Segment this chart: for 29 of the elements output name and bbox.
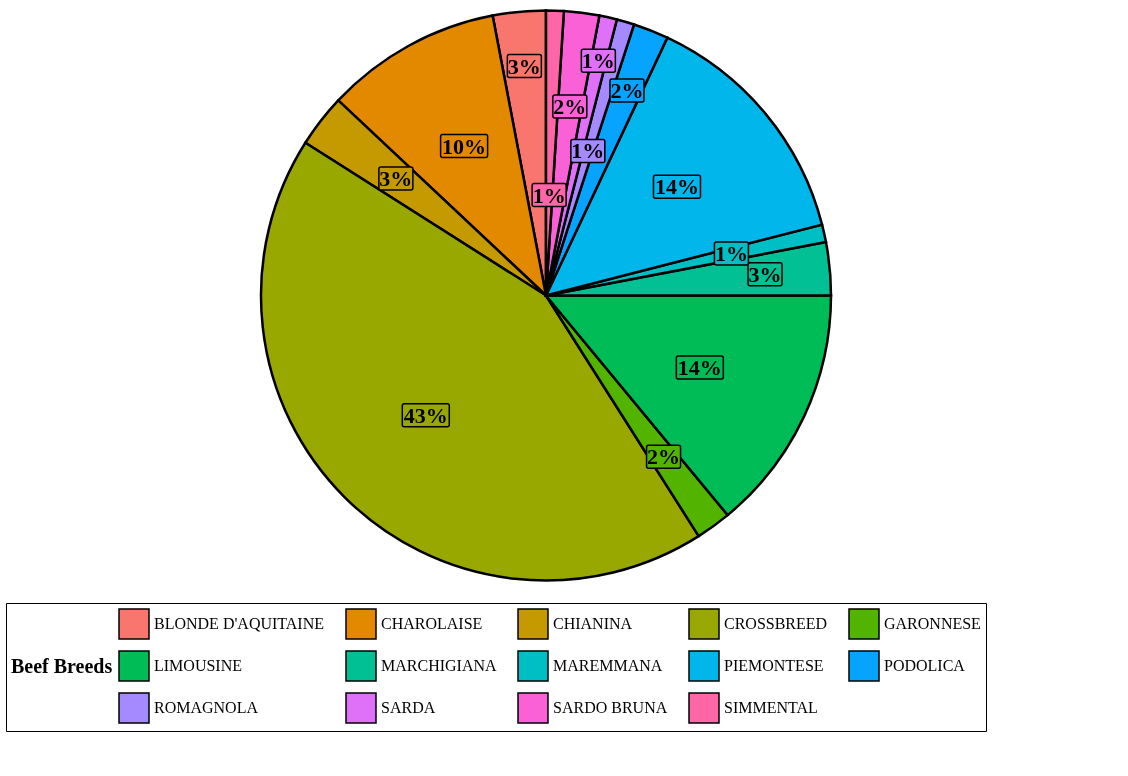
- legend-label: PODOLICA: [884, 657, 966, 674]
- data-label: 1%: [532, 182, 566, 208]
- legend-label: LIMOUSINE: [154, 657, 242, 674]
- legend-label: ROMAGNOLA: [154, 699, 259, 716]
- legend-label: CHAROLAISE: [381, 615, 483, 632]
- data-label: 43%: [403, 402, 448, 428]
- data-label: 2%: [610, 77, 644, 103]
- legend-label: GARONNESE: [884, 615, 981, 632]
- legend-label: SARDO BRUNA: [553, 699, 668, 716]
- data-label: 14%: [654, 174, 699, 200]
- data-label: 3%: [748, 261, 782, 287]
- legend-label: MAREMMANA: [553, 657, 663, 674]
- data-label: 1%: [571, 138, 605, 164]
- legend-label: SIMMENTAL: [724, 699, 818, 716]
- legend-label: CHIANINA: [553, 615, 633, 632]
- legend-title: Beef Breeds: [11, 655, 113, 677]
- data-label: 1%: [581, 48, 615, 74]
- data-label: 3%: [379, 166, 413, 192]
- data-label: 3%: [507, 53, 541, 79]
- data-label: 10%: [442, 133, 487, 159]
- legend-label: CROSSBREED: [724, 615, 828, 632]
- data-label: 14%: [677, 354, 722, 380]
- data-label: 2%: [553, 94, 587, 119]
- data-label: 2%: [647, 444, 681, 470]
- legend-label: BLONDE D'AQUITAINE: [154, 615, 325, 632]
- legend-label: SARDA: [381, 699, 436, 716]
- data-label: 1%: [714, 241, 748, 267]
- legend-label: MARCHIGIANA: [381, 657, 497, 674]
- legend-label: PIEMONTESE: [724, 657, 824, 674]
